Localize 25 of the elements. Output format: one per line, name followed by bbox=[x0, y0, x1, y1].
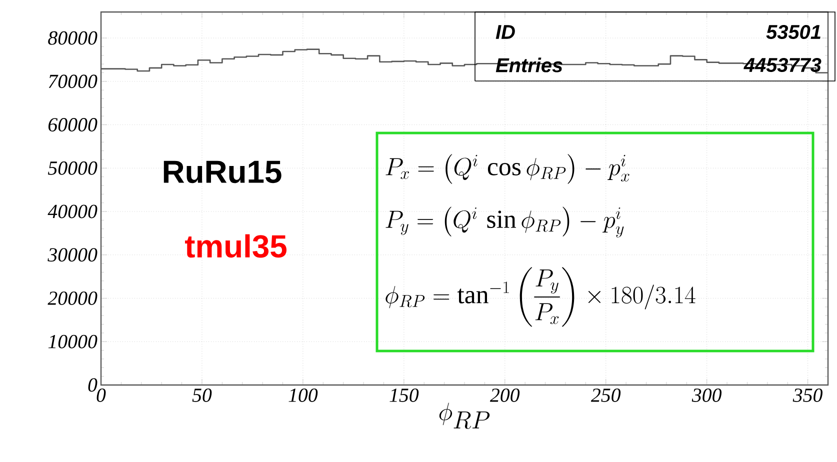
annotation: tmul35 bbox=[185, 234, 286, 258]
x-tick-label: 200 bbox=[490, 388, 520, 402]
x-tick-label: 0 bbox=[96, 388, 106, 402]
x-tick-label: 150 bbox=[390, 388, 419, 402]
y-tick-label: 30000 bbox=[48, 248, 98, 262]
x-tick-label: 350 bbox=[792, 388, 822, 402]
annotation: 53501 bbox=[766, 24, 820, 40]
x-tick-label: 50 bbox=[192, 388, 212, 402]
y-tick-label: 20000 bbox=[48, 292, 98, 305]
annotation: $P_y=\left(Q^i\,\sin\phi_{RP}\right)-p_y^i$ bbox=[386, 206, 624, 238]
y-tick-label: 10000 bbox=[48, 334, 98, 348]
annotation: RuRu15 bbox=[164, 160, 282, 184]
y-tick-label: 0 bbox=[88, 378, 98, 392]
y-tick-label: 70000 bbox=[48, 74, 98, 88]
x-tick-label: 300 bbox=[692, 388, 722, 402]
y-tick-label: 80000 bbox=[48, 31, 98, 45]
y-tick-label: 50000 bbox=[48, 161, 98, 175]
x-tick-label: 250 bbox=[590, 388, 621, 402]
annotation: $\phi_{RP}=\tan^{-1}\left(\frac{P_y}{P_x}\right)\times 180/3.14$ bbox=[386, 267, 696, 327]
x-axis-title: $\phi_{RP}$ bbox=[439, 402, 490, 429]
annotation: $P_x=\left(Q^i\,\cos\phi_{RP}\right)-p_x^i$ bbox=[386, 154, 630, 184]
y-tick-label: 40000 bbox=[48, 204, 98, 218]
annotation: ID bbox=[496, 25, 515, 39]
y-tick-label: 60000 bbox=[48, 118, 98, 132]
x-tick-label: 100 bbox=[288, 388, 318, 402]
